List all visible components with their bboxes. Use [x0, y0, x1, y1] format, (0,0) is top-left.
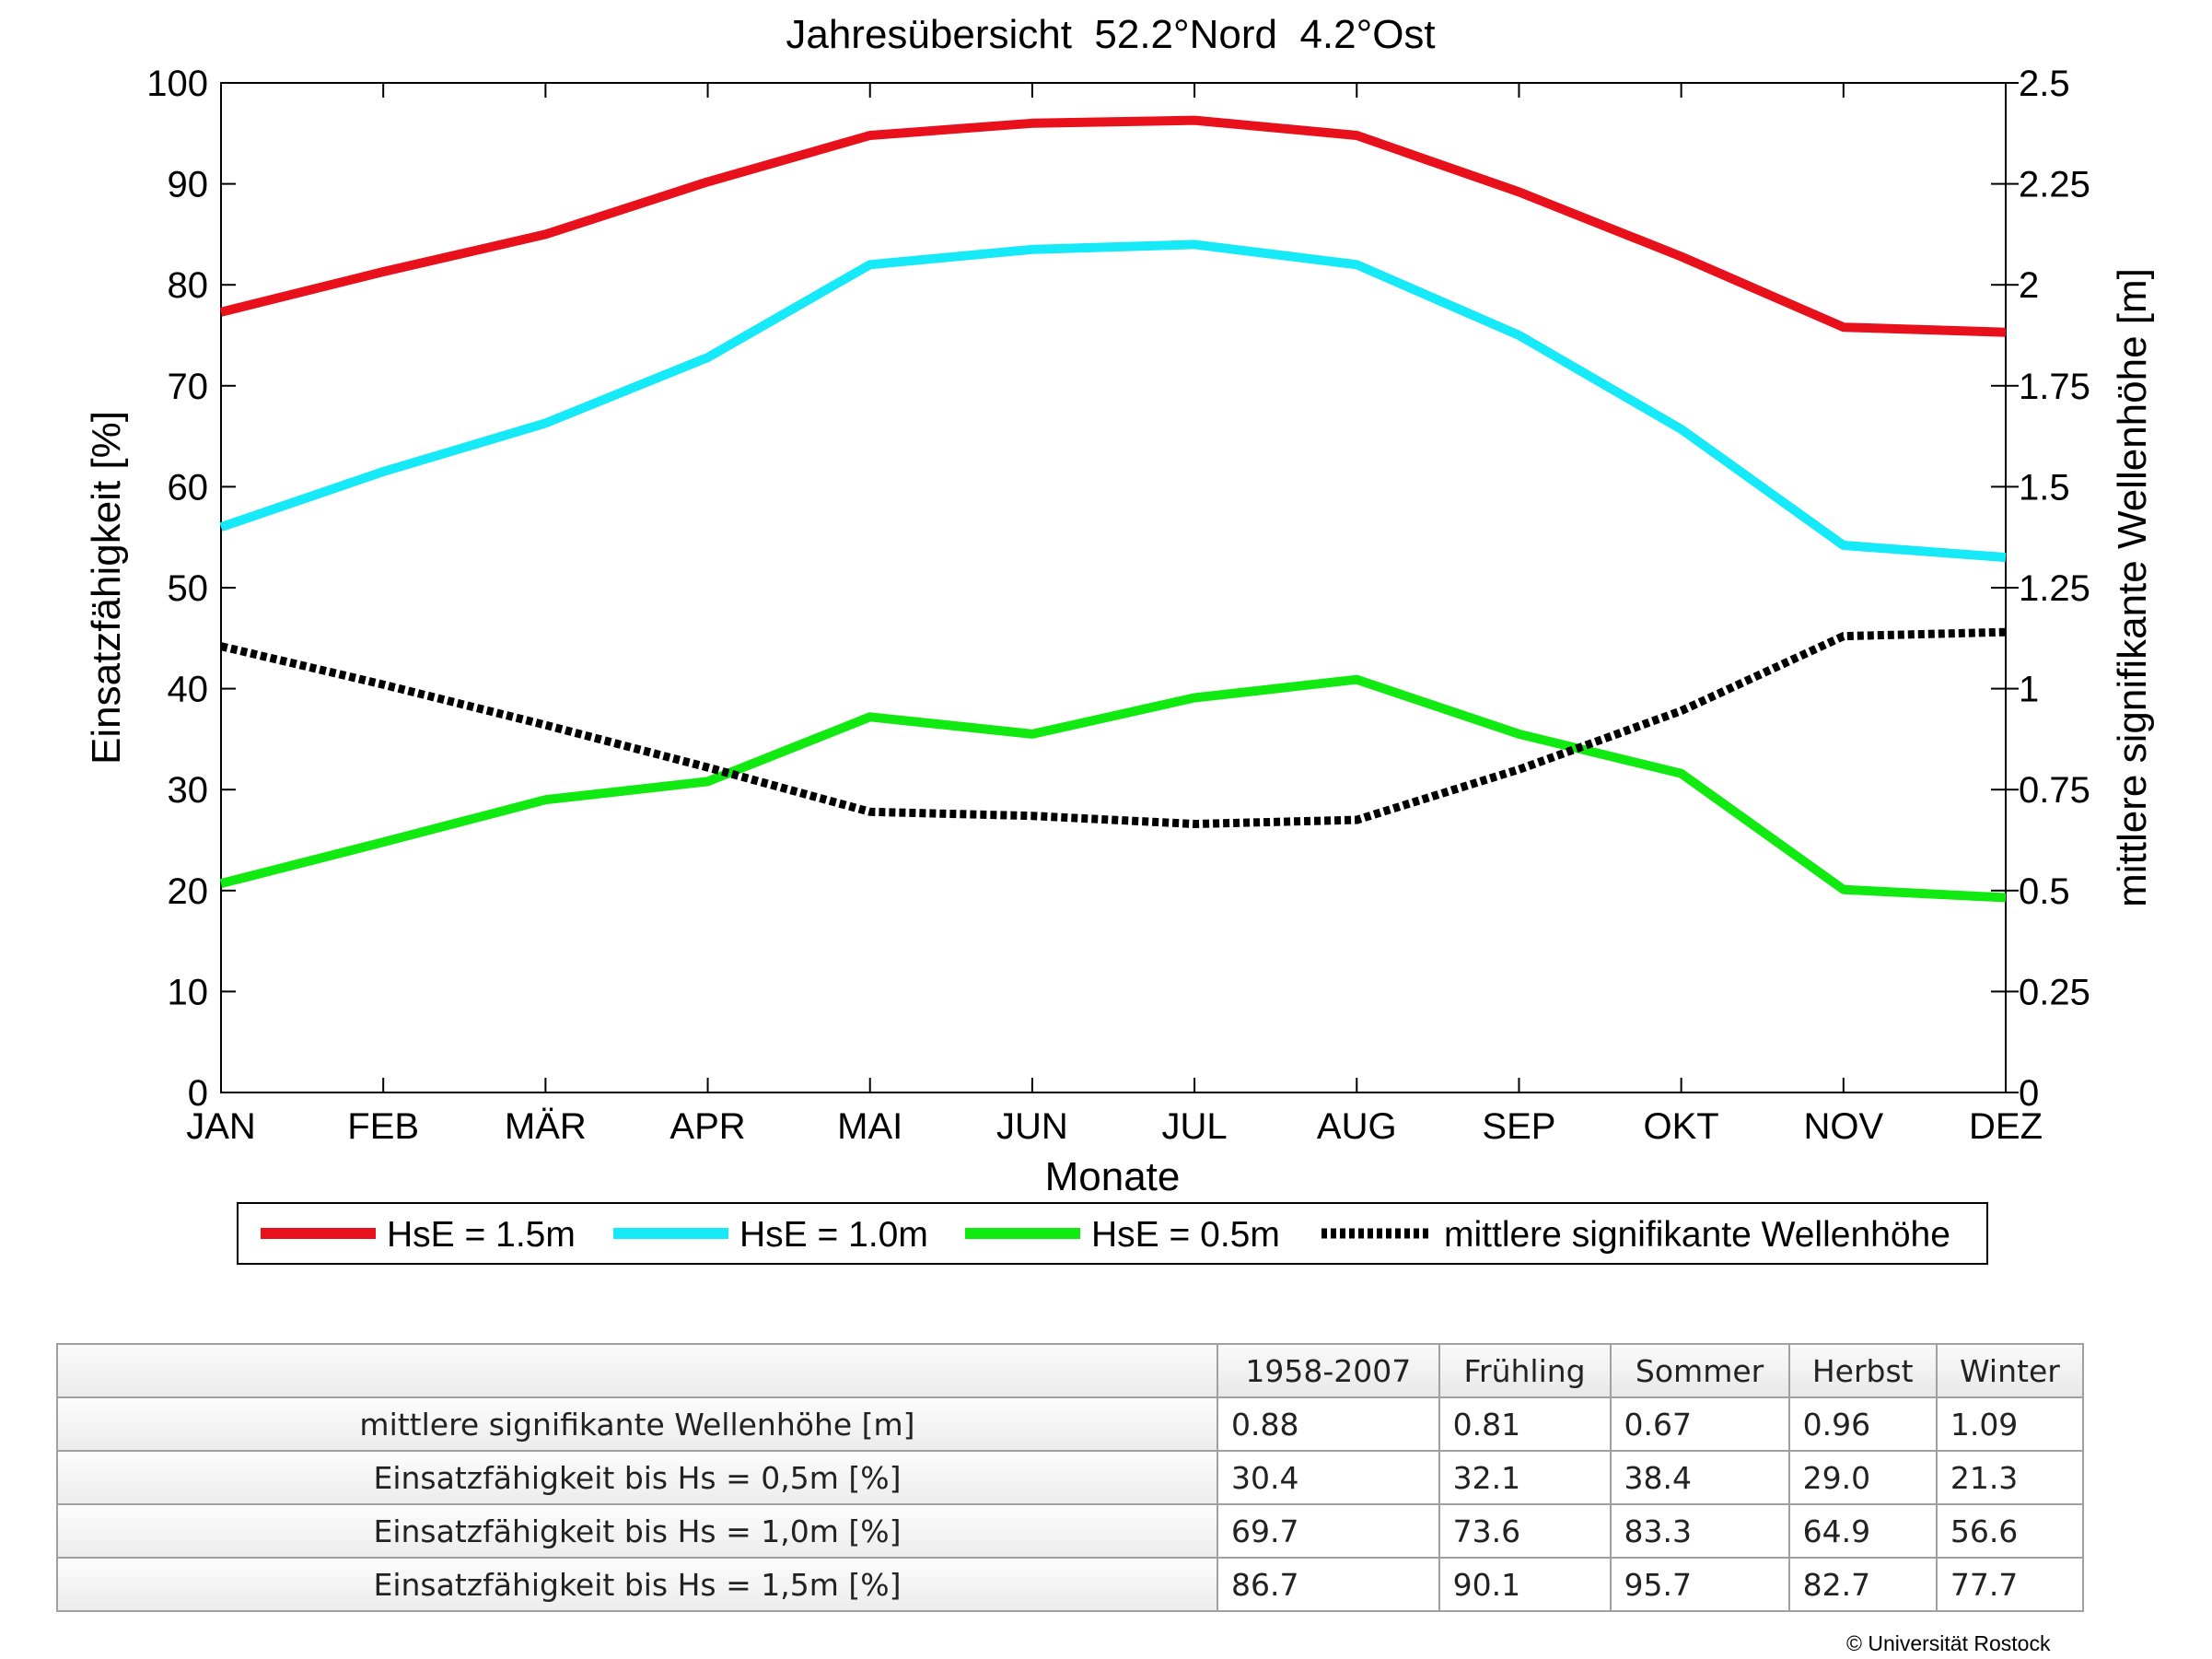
axis-ticks: 0 10 20 30 40 50 60 70 80 90 100 0 0.25 0.5 0.75 1 1.25 1… [146, 64, 2090, 1147]
y2-tick-label: 0.25 [2019, 972, 2090, 1012]
y2-tick-label: 1.75 [2019, 367, 2090, 407]
y2-tick-label: 2.25 [2019, 165, 2090, 205]
series-line-3 [219, 674, 2007, 903]
x-tick-label: AUG [1317, 1106, 1397, 1147]
y2-axis-label: mittlere signifikante Wellenhöhe [m] [2110, 268, 2155, 907]
table-header: 1958-2007 [1217, 1343, 1440, 1398]
legend-label-2: HsE = 1.0m [739, 1215, 928, 1255]
table-row: mittlere signifikante Wellenhöhe [m] 0.8… [56, 1396, 2085, 1452]
y2-tick-label: 2.5 [2019, 64, 2070, 104]
series-line-2 [219, 240, 2007, 563]
y-tick-label: 70 [168, 367, 209, 407]
legend-label-3: HsE = 0.5m [1091, 1215, 1280, 1255]
table-cell: 0.67 [1609, 1396, 1790, 1452]
table-corner-cell [56, 1343, 1218, 1398]
y-tick-label: 80 [168, 265, 209, 306]
row-label: mittlere signifikante Wellenhöhe [m] [56, 1396, 1218, 1452]
plot-frame [220, 82, 2007, 1093]
x-tick-label: MÄR [505, 1106, 587, 1147]
x-tick-label: MAI [837, 1106, 902, 1147]
y-tick-label: 50 [168, 568, 209, 609]
y-tick-label: 0 [188, 1073, 208, 1114]
table-cell: 21.3 [1935, 1450, 2085, 1505]
table-cell: 0.88 [1217, 1396, 1440, 1452]
table-header: Herbst [1787, 1343, 1938, 1398]
table-cell: 73.6 [1438, 1503, 1612, 1559]
y2-tick-label: 1.25 [2019, 568, 2090, 609]
x-tick-label: OKT [1644, 1106, 1719, 1147]
y2-tick-label: 1.5 [2019, 467, 2070, 508]
y2-tick-label: 0 [2019, 1073, 2039, 1114]
chart: Jahresübersicht 52.2°Nord 4.2°Ost 010203… [84, 12, 2155, 1265]
table-cell: 30.4 [1217, 1450, 1440, 1505]
table-cell: 38.4 [1609, 1450, 1790, 1505]
table-row: Einsatzfähigkeit bis Hs = 1,0m [%] 69.7 … [56, 1503, 2085, 1559]
y2-tick-label: 0.5 [2019, 871, 2070, 912]
y2-tick-label: 2 [2019, 265, 2039, 306]
table-cell: 69.7 [1217, 1503, 1440, 1559]
x-tick-label: DEZ [1969, 1106, 2043, 1147]
table-header: Winter [1935, 1343, 2085, 1398]
y-tick-label: 90 [168, 165, 209, 205]
copyright-note: © Universität Rostock [1846, 1631, 2051, 1655]
y2-tick-label: 0.75 [2019, 770, 2090, 811]
x-tick-label: JUN [996, 1106, 1068, 1147]
table-header: Sommer [1609, 1343, 1790, 1398]
table-cell: 83.3 [1609, 1503, 1790, 1559]
x-axis-label: Monate [1045, 1154, 1181, 1199]
y-tick-label: 30 [168, 770, 209, 811]
legend-label-1: HsE = 1.5m [387, 1215, 576, 1255]
row-label: Einsatzfähigkeit bis Hs = 1,5m [%] [56, 1557, 1218, 1612]
table-cell: 90.1 [1438, 1557, 1612, 1612]
legend-box [237, 1202, 1988, 1265]
table-row: Einsatzfähigkeit bis Hs = 0,5m [%] 30.4 … [56, 1450, 2085, 1505]
row-label: Einsatzfähigkeit bis Hs = 0,5m [%] [56, 1450, 1218, 1505]
table-cell: 82.7 [1787, 1557, 1938, 1612]
y-tick-label: 100 [146, 64, 208, 104]
table-cell: 86.7 [1217, 1557, 1440, 1612]
summary-table: 1958-2007 Frühling Sommer Herbst Winter … [56, 1343, 2085, 1612]
y-tick-label: 60 [168, 467, 209, 508]
table-cell: 29.0 [1787, 1450, 1938, 1505]
x-tick-label: FEB [347, 1106, 419, 1147]
row-label: Einsatzfähigkeit bis Hs = 1,0m [%] [56, 1503, 1218, 1559]
x-tick-label: NOV [1803, 1106, 1883, 1147]
y-axis-label: Einsatzfähigkeit [%] [84, 411, 129, 765]
table-header: Frühling [1438, 1343, 1612, 1398]
y-tick-label: 20 [168, 871, 209, 912]
legend-label-4: mittlere signifikante Wellenhöhe [1444, 1215, 1950, 1255]
y-tick-label: 10 [168, 972, 209, 1012]
series-line-4 [219, 627, 2007, 829]
table-cell: 95.7 [1609, 1557, 1790, 1612]
y2-tick-label: 1 [2019, 670, 2039, 710]
series-line-1 [219, 115, 2007, 337]
table-cell: 77.7 [1935, 1557, 2085, 1612]
x-tick-label: JUL [1162, 1106, 1228, 1147]
table-cell: 1.09 [1935, 1396, 2085, 1452]
y-tick-label: 40 [168, 670, 209, 710]
x-tick-label: APR [669, 1106, 745, 1147]
table-header-row: 1958-2007 Frühling Sommer Herbst Winter [56, 1343, 2085, 1398]
legend: HsE = 1.5m HsE = 1.0m HsE = 0.5m mittler… [237, 1202, 1988, 1265]
table-cell: 64.9 [1787, 1503, 1938, 1559]
table-cell: 32.1 [1438, 1450, 1612, 1505]
x-tick-label: JAN [186, 1106, 256, 1147]
table-cell: 0.96 [1787, 1396, 1938, 1452]
table-row: Einsatzfähigkeit bis Hs = 1,5m [%] 86.7 … [56, 1557, 2085, 1612]
chart-title: Jahresübersicht 52.2°Nord 4.2°Ost [786, 12, 1435, 57]
x-tick-label: SEP [1482, 1106, 1555, 1147]
table-cell: 0.81 [1438, 1396, 1612, 1452]
series-lines [219, 115, 2007, 903]
table-cell: 56.6 [1935, 1503, 2085, 1559]
